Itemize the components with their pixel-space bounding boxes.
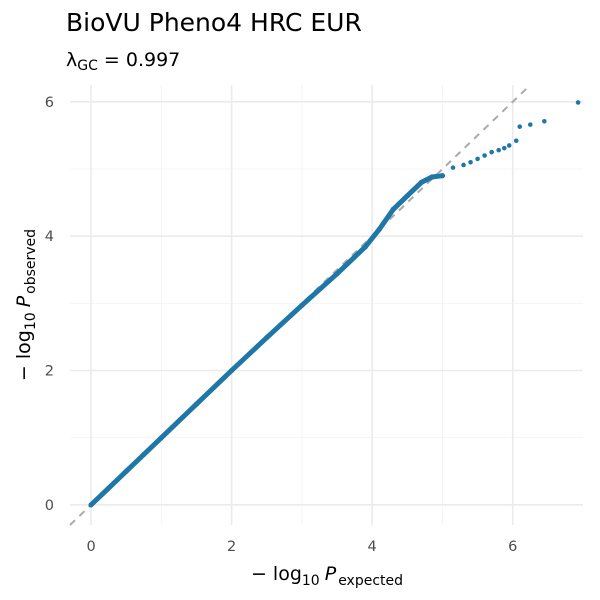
data-point	[229, 367, 235, 374]
data-point	[496, 147, 501, 153]
lambda-equals: =	[98, 49, 126, 71]
data-point	[575, 100, 581, 105]
data-point	[88, 502, 94, 508]
data-point	[362, 244, 368, 250]
data-point	[517, 124, 523, 129]
y-tick-label: 4	[45, 229, 54, 245]
y-axis-var: P	[13, 295, 35, 307]
data-point	[418, 179, 424, 186]
data-point	[404, 193, 410, 199]
data-point	[506, 143, 512, 148]
data-point	[334, 271, 340, 277]
x-tick-label: 4	[368, 539, 377, 555]
y-axis-base: 10	[23, 312, 39, 330]
x-tick-label: 2	[227, 539, 236, 555]
data-series	[88, 100, 581, 508]
data-point	[299, 302, 305, 308]
lambda-symbol: λ	[66, 49, 77, 71]
data-point	[264, 334, 270, 341]
x-axis-prefix: − log	[251, 563, 302, 585]
x-axis-var: P	[325, 563, 337, 585]
x-tick-label: 6	[508, 539, 517, 555]
data-point	[501, 145, 507, 151]
chart-subtitle: λGC = 0.997	[66, 49, 180, 74]
data-point	[106, 485, 112, 491]
data-point	[439, 173, 446, 179]
data-point	[527, 122, 533, 127]
lambda-value: 0.997	[126, 49, 180, 71]
data-point	[123, 468, 129, 474]
data-point	[475, 156, 480, 162]
grid	[70, 85, 583, 525]
y-axis-sub: observed	[23, 229, 39, 294]
data-point	[429, 174, 435, 180]
data-point	[376, 226, 382, 233]
y-tick-label: 6	[45, 95, 54, 111]
data-point	[489, 149, 494, 155]
y-tick-label: 2	[45, 363, 54, 379]
chart-title: BioVU Pheno4 HRC EUR	[66, 8, 362, 37]
y-axis-prefix: − log	[13, 330, 35, 381]
y-axis-title: − log10 Pobserved	[13, 229, 39, 381]
lambda-subscript: GC	[77, 58, 98, 74]
data-point	[482, 153, 487, 158]
x-axis-ticks: 0 2 4 6	[86, 539, 517, 555]
x-axis-sub: expected	[338, 573, 403, 589]
data-point	[390, 206, 396, 212]
data-point	[542, 118, 547, 124]
data-point	[468, 159, 473, 165]
data-point	[141, 451, 147, 458]
data-point	[450, 165, 456, 170]
x-axis-base: 10	[302, 573, 320, 589]
y-axis-ticks: 0 2 4 6	[45, 95, 54, 514]
data-point	[461, 162, 466, 168]
y-tick-label: 0	[45, 498, 54, 514]
data-point	[513, 138, 519, 144]
data-point	[158, 435, 164, 441]
x-tick-label: 0	[86, 539, 95, 555]
data-point	[193, 401, 200, 407]
